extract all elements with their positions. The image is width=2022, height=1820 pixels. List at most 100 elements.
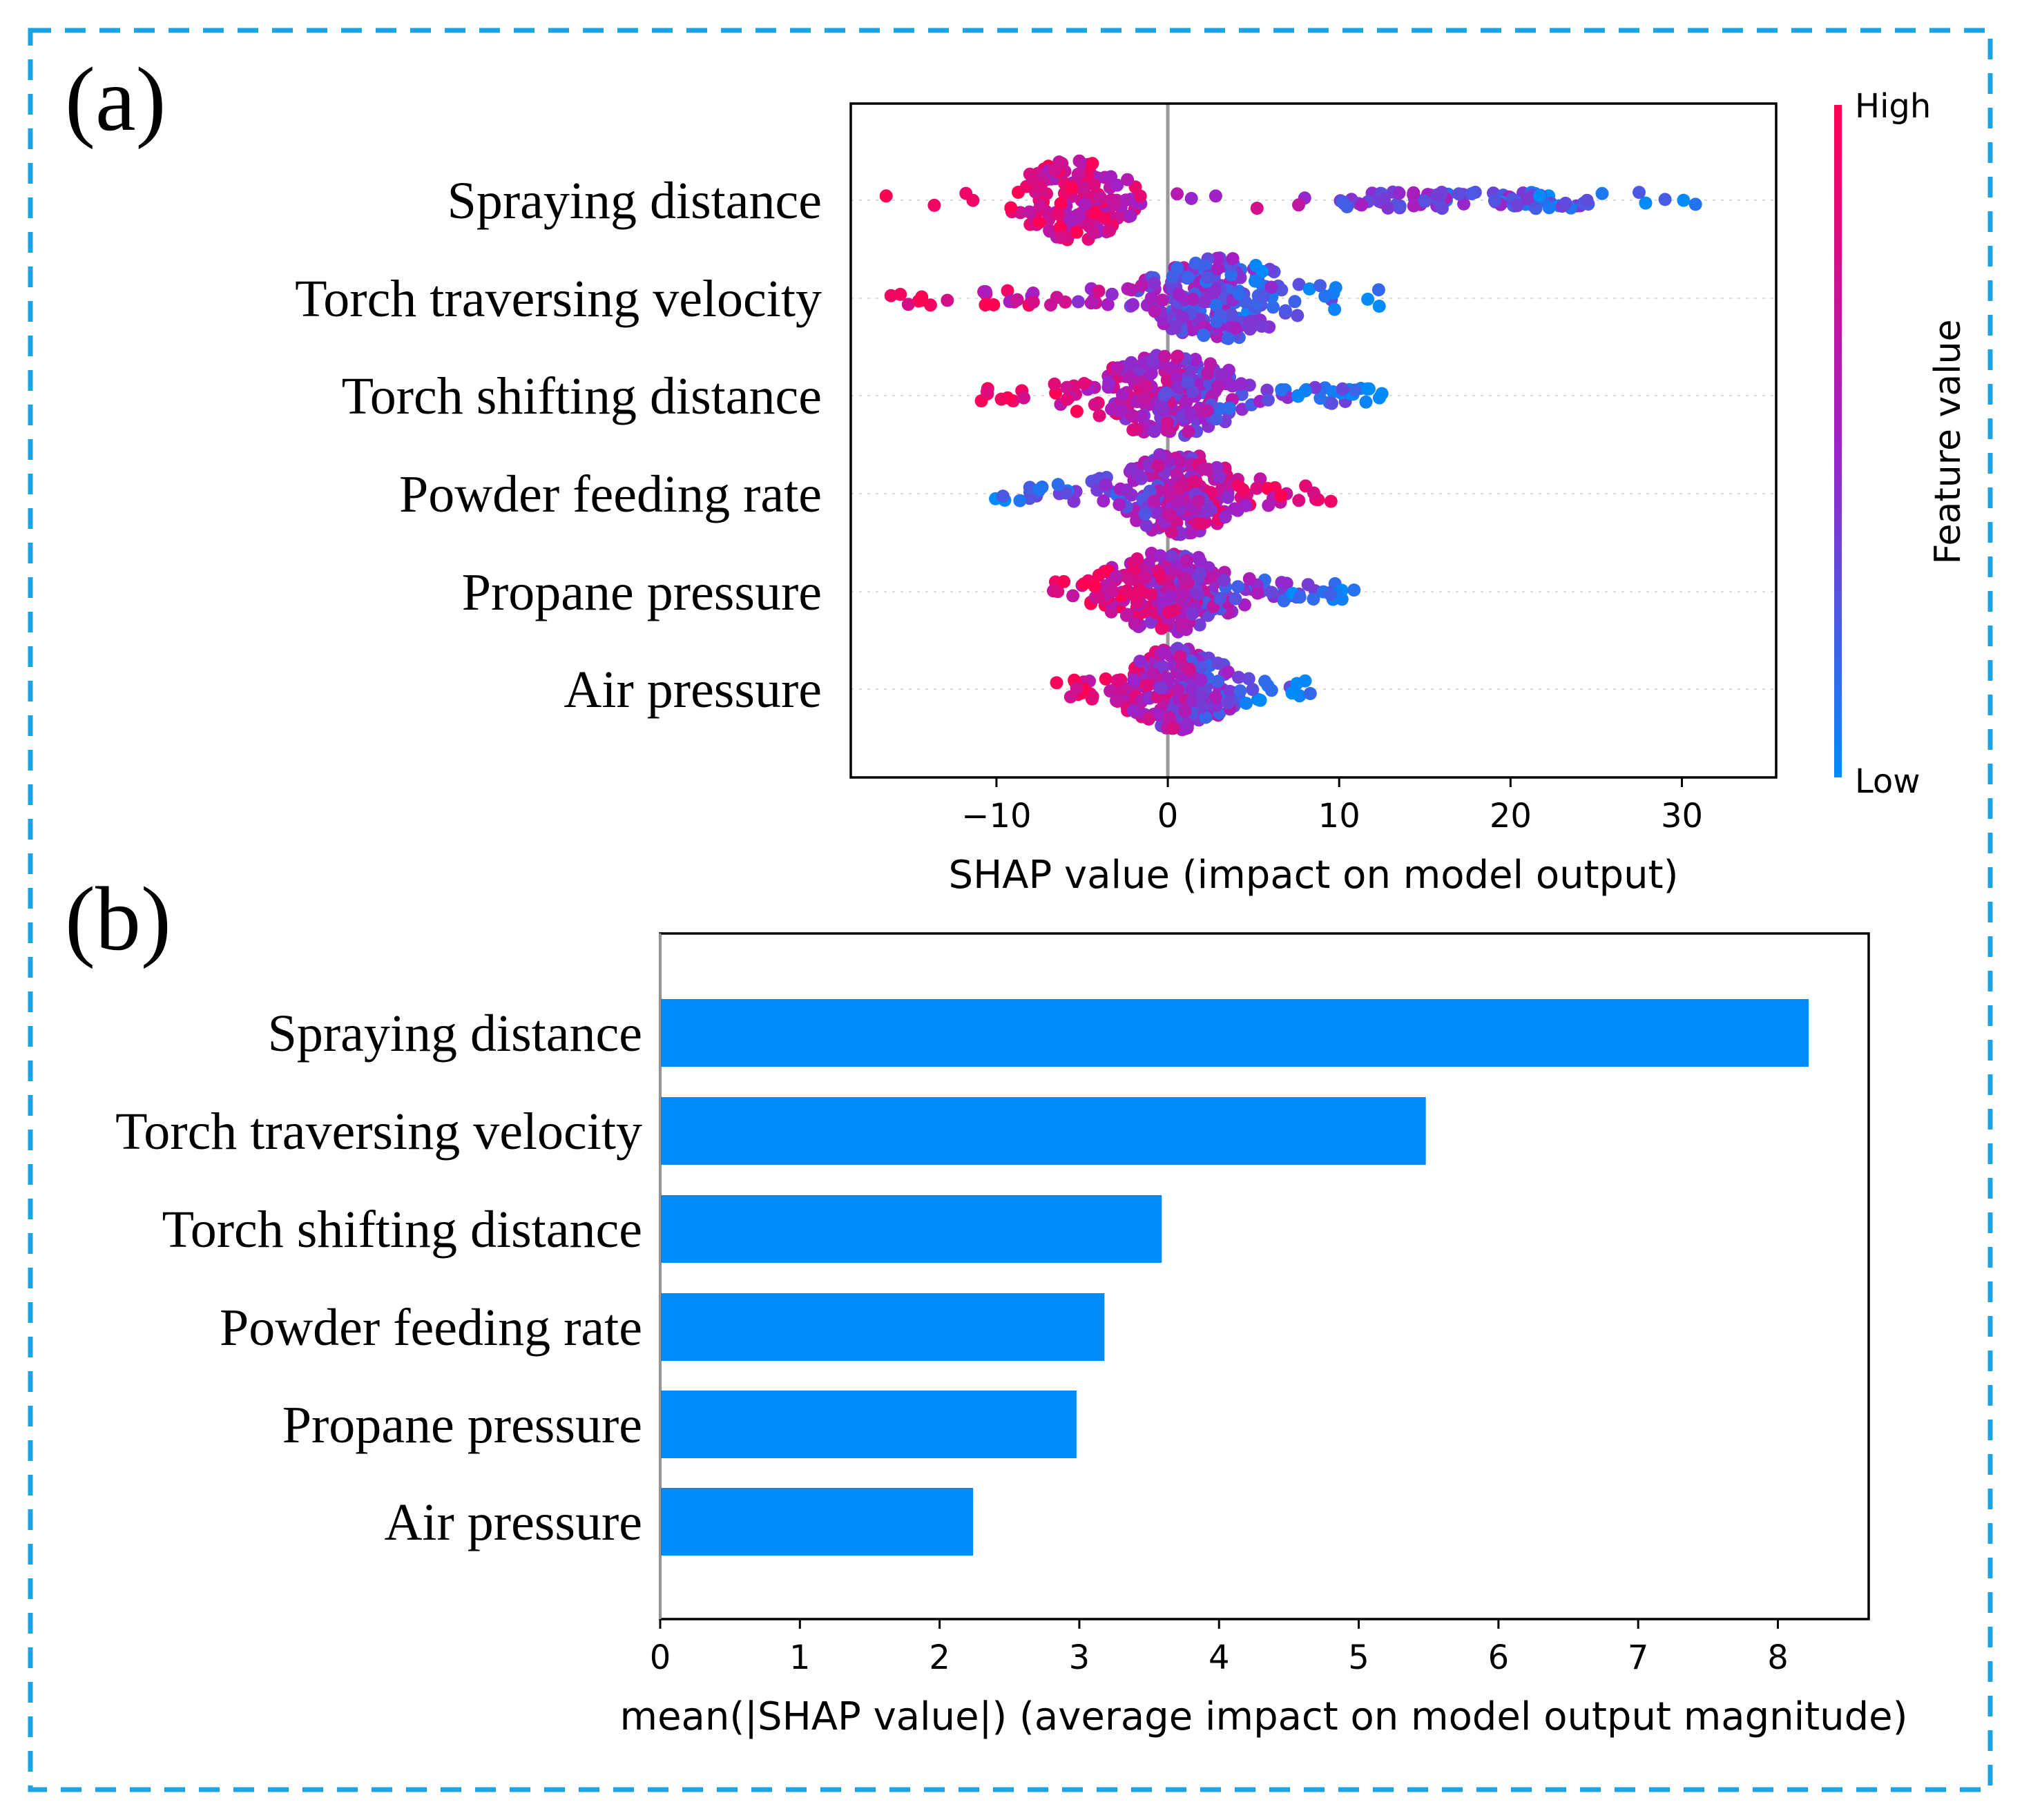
shap-point: [1274, 489, 1288, 503]
shap-point: [1050, 676, 1063, 690]
tick-label: 30: [1661, 797, 1703, 835]
shap-point: [1407, 186, 1421, 200]
x-tick: 20: [1490, 777, 1532, 835]
shap-point: [1288, 295, 1302, 309]
shap-point: [1210, 315, 1224, 329]
x-tick: 5: [1348, 1619, 1369, 1677]
panel-label-b: (b): [65, 868, 171, 969]
tick-label: 5: [1348, 1638, 1369, 1677]
shap-point: [1218, 510, 1232, 524]
shap-point: [1026, 172, 1039, 186]
shap-point: [1688, 197, 1702, 211]
shap-point: [1392, 186, 1406, 200]
shap-point: [1226, 252, 1240, 266]
shap-point: [1393, 199, 1407, 213]
shap-point: [1298, 674, 1312, 688]
shap-point: [1229, 321, 1242, 335]
shap-point: [1124, 283, 1138, 297]
feature-label: Torch traversing velocity: [295, 270, 822, 328]
shap-point: [1318, 289, 1332, 303]
shap-point: [1126, 423, 1140, 437]
shap-point: [1182, 271, 1195, 284]
shap-point: [1051, 585, 1065, 599]
shap-point: [1182, 425, 1195, 438]
shap-point: [1328, 302, 1342, 316]
feature-label: Air pressure: [564, 661, 822, 719]
shap-point: [1200, 404, 1214, 418]
shap-point: [1292, 198, 1305, 212]
shap-point: [1194, 673, 1208, 687]
shap-point: [1059, 486, 1073, 500]
feature-label: Propane pressure: [462, 563, 822, 621]
shap-point: [1197, 328, 1211, 342]
category-label: Propane pressure: [282, 1396, 642, 1454]
shap-point: [1407, 199, 1421, 213]
shap-point: [1162, 606, 1175, 619]
shap-point: [1231, 580, 1245, 594]
shap-point: [1122, 572, 1136, 586]
shap-point: [1457, 197, 1471, 211]
shap-point: [1044, 298, 1057, 312]
shap-point: [1347, 583, 1361, 597]
shap-point: [1302, 282, 1316, 296]
x-tick: 4: [1209, 1619, 1230, 1677]
shap-point: [1186, 292, 1200, 306]
shap-point: [915, 293, 929, 307]
shap-point: [1213, 592, 1227, 606]
shap-point: [1293, 590, 1307, 604]
shap-point: [1010, 293, 1024, 307]
shap-point: [1196, 462, 1210, 476]
shap-point: [1201, 271, 1215, 284]
x-tick: 3: [1069, 1619, 1090, 1677]
shap-point: [1359, 395, 1373, 409]
shap-point: [1060, 392, 1074, 406]
shap-point: [1093, 191, 1107, 204]
shap-point: [1172, 287, 1186, 301]
tick-label: 4: [1209, 1638, 1230, 1677]
x-axis-label: mean(|SHAP value|) (average impact on mo…: [620, 1694, 1908, 1739]
shap-point: [1066, 589, 1080, 603]
shap-point: [1155, 293, 1169, 307]
shap-point: [1102, 376, 1116, 389]
shap-point: [1085, 692, 1099, 706]
shap-point: [1110, 694, 1123, 708]
shap-point: [1125, 488, 1138, 502]
feature-label: Spraying distance: [447, 172, 822, 230]
shap-point: [1173, 455, 1186, 469]
shap-point: [1175, 310, 1189, 324]
shap-point: [1285, 686, 1299, 700]
shap-point: [1148, 425, 1162, 438]
shap-point: [927, 198, 941, 212]
feature-labels: Spraying distance Torch traversing veloc…: [295, 172, 822, 719]
shap-point: [1510, 199, 1524, 213]
tick-label: −10: [961, 797, 1031, 835]
feature-label: Torch shifting distance: [342, 367, 822, 425]
shap-point: [1113, 498, 1126, 512]
shap-point: [1133, 655, 1147, 668]
shap-point: [1197, 295, 1211, 309]
shap-point: [1275, 283, 1289, 297]
shap-point: [1542, 201, 1556, 215]
shap-point: [1088, 579, 1101, 593]
tick-label: 1: [789, 1638, 811, 1677]
shap-point: [1023, 205, 1037, 219]
shap-point: [1246, 683, 1260, 697]
shap-point: [1048, 377, 1061, 391]
shap-point: [1232, 670, 1245, 684]
shap-point: [1418, 195, 1432, 209]
shap-point: [1067, 494, 1081, 508]
shap-point: [1127, 673, 1141, 687]
shap-point: [1533, 189, 1547, 203]
shap-point: [1097, 494, 1110, 507]
shap-point: [1324, 588, 1338, 601]
shap-point: [1034, 180, 1048, 193]
shap-point: [1195, 700, 1209, 714]
shap-point: [1166, 270, 1180, 284]
shap-point: [1313, 279, 1327, 293]
shap-point: [1147, 494, 1161, 508]
shap-point: [1185, 683, 1198, 697]
shap-point: [1071, 167, 1085, 181]
shap-point: [1182, 662, 1196, 676]
x-axis-ticks: −10 0 10 20 30: [961, 777, 1703, 835]
shap-point: [1001, 284, 1014, 298]
